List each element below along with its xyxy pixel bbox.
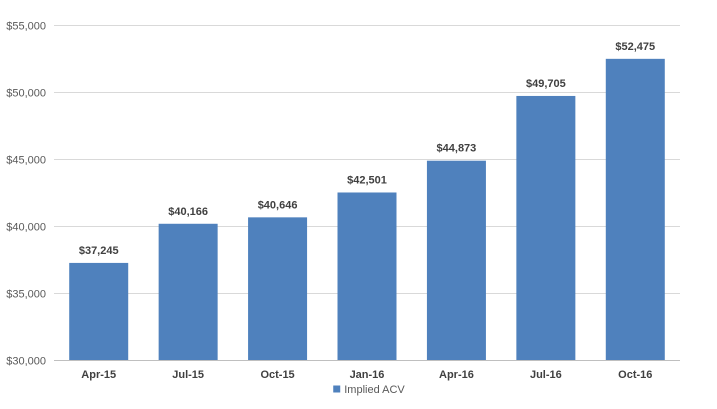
- y-tick-label: $40,000: [6, 222, 46, 234]
- data-label: $44,873: [437, 143, 477, 155]
- bar: [516, 95, 576, 360]
- y-tick-label: $50,000: [6, 88, 46, 100]
- y-tick-label: $35,000: [6, 289, 46, 301]
- data-label: $40,646: [258, 199, 298, 211]
- bar: [426, 160, 486, 360]
- category-label: Apr-15: [81, 369, 116, 381]
- data-label: $37,245: [79, 245, 119, 257]
- bar-series: [69, 58, 665, 361]
- category-label: Jan-16: [350, 369, 385, 381]
- legend-swatch: [333, 385, 341, 393]
- x-axis-category-labels: Apr-15 Jul-15 Oct-15 Jan-16 Apr-16 Jul-16 Oct-…: [81, 369, 652, 381]
- category-label: Oct-16: [618, 369, 652, 381]
- data-label: $49,705: [526, 78, 566, 90]
- bar: [605, 58, 665, 361]
- data-label: $40,166: [168, 206, 208, 218]
- data-label: $42,501: [347, 174, 387, 186]
- bar: [248, 217, 308, 360]
- category-label: Jul-15: [172, 369, 204, 381]
- legend-label-implied-acv: Implied ACV: [344, 384, 405, 396]
- y-tick-label: $45,000: [6, 155, 46, 167]
- bar: [337, 192, 397, 360]
- category-label: Oct-15: [260, 369, 294, 381]
- bar: [69, 262, 129, 360]
- bar: [158, 223, 218, 360]
- y-axis-tick-labels: $30,000 $35,000 $40,000 $45,000 $50,000 $55,0…: [6, 21, 46, 368]
- category-label: Jul-16: [530, 369, 562, 381]
- y-tick-label: $30,000: [6, 356, 46, 368]
- data-label: $52,475: [615, 41, 655, 53]
- legend: Implied ACV: [333, 384, 405, 396]
- y-tick-label: $55,000: [6, 21, 46, 33]
- category-label: Apr-16: [439, 369, 474, 381]
- data-labels: $37,245 $40,166 $40,646 $42,501 $44,873 $49,7…: [79, 41, 655, 257]
